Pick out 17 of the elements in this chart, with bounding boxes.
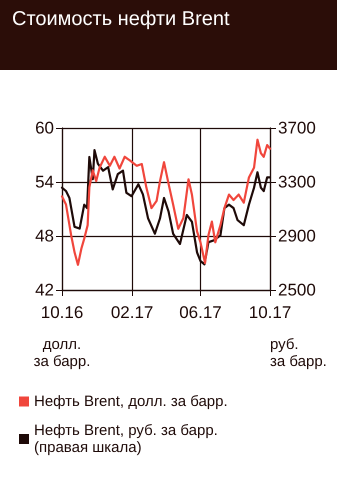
y-axis-title: долл. за барр.	[34, 336, 90, 370]
x-tick-label: 10.17	[248, 303, 292, 322]
y-tick-label: 48	[35, 226, 54, 246]
chart-title: Стоимость нефти Brent	[0, 0, 337, 70]
x-tick-label: 02.17	[110, 303, 154, 322]
legend-label: Нефть Brent, руб. за барр. (правая шкала)	[34, 422, 218, 456]
y-tick-label: 42	[35, 280, 54, 300]
y2-tick-label: 2900	[278, 226, 316, 246]
y2-tick-label: 3700	[278, 118, 316, 138]
x-tick-label: 06.17	[179, 303, 222, 322]
legend-label: Нефть Brent, долл. за барр.	[34, 393, 228, 410]
x-tick-label: 10.16	[40, 303, 84, 322]
y2-axis-title: руб. за барр.	[270, 336, 327, 370]
y2-tick-label: 2500	[278, 280, 316, 300]
y-tick-label: 54	[35, 172, 54, 192]
y2-tick-label: 3300	[278, 172, 316, 192]
y-tick-label: 60	[35, 118, 54, 138]
